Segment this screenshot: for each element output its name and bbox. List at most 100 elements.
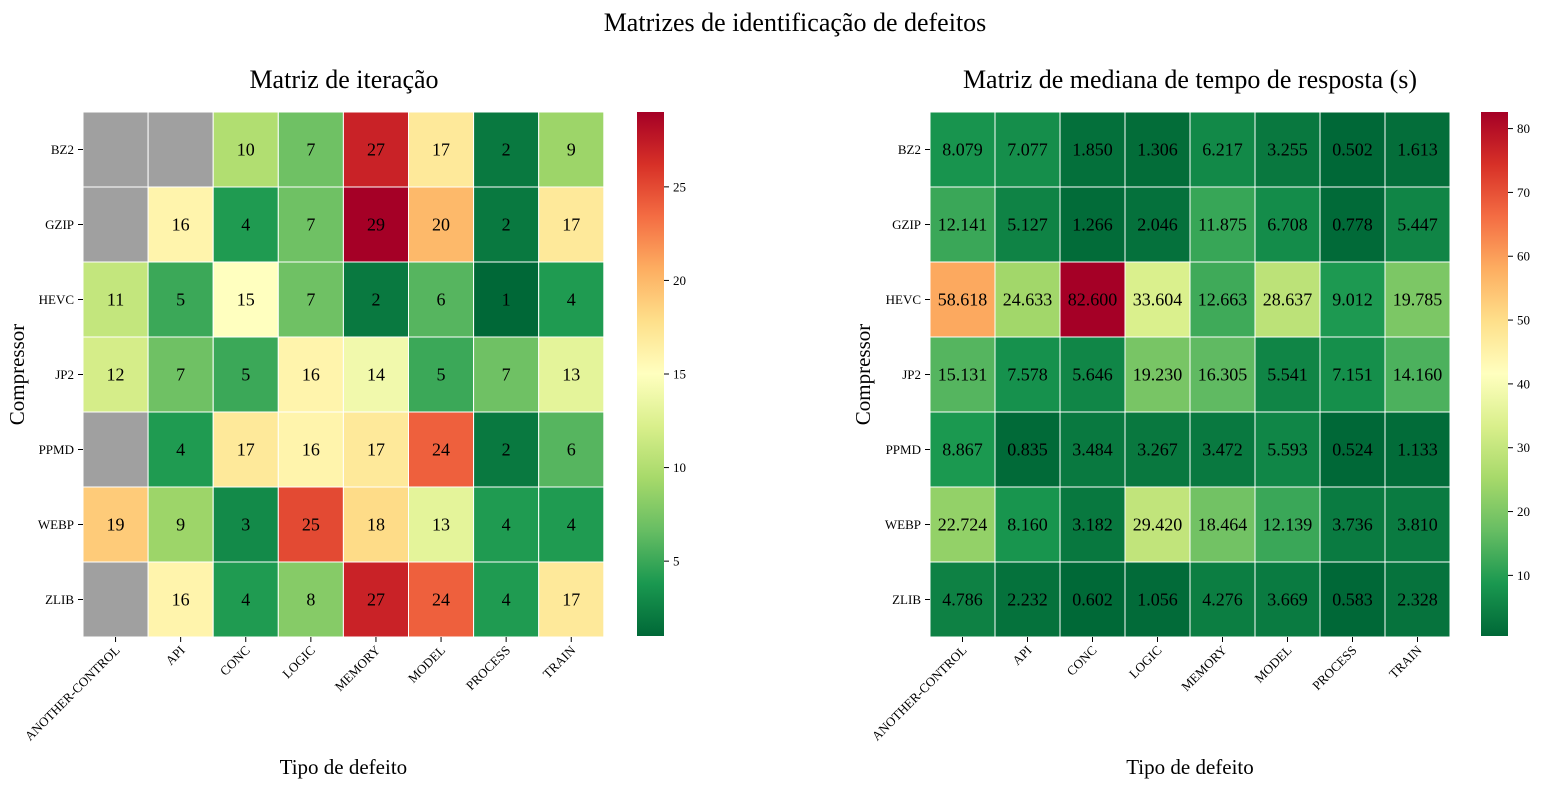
x-tick-label: TRAIN: [540, 642, 579, 681]
cell-value-label: 2: [502, 215, 511, 235]
cell-value-label: 3.267: [1137, 440, 1178, 460]
cell-value-label: 6: [437, 290, 446, 310]
x-tick-label: ANOTHER-CONTROL: [22, 642, 123, 743]
heatmap-cell: [1319, 186, 1386, 263]
heatmap-cell: [1319, 486, 1386, 563]
cell-value-label: 5: [241, 365, 250, 385]
heatmap-cell: [277, 111, 344, 188]
heatmap-cell: [82, 186, 149, 263]
cell-value-label: 3.484: [1072, 440, 1113, 460]
cell-value-label: 12.139: [1263, 515, 1313, 535]
cell-value-label: 2.328: [1397, 590, 1438, 610]
heatmap-cell: [929, 486, 996, 563]
colorbar-tick-label: 25: [673, 179, 686, 194]
cell-value-label: 12.663: [1198, 290, 1248, 310]
cell-value-label: 4.786: [942, 590, 983, 610]
heatmap-cell: [473, 336, 540, 413]
y-tick-label: WEBP: [38, 517, 74, 532]
heatmap-cell: [538, 336, 605, 413]
heatmap-cell: [1319, 411, 1386, 488]
x-tick-label: ANOTHER-CONTROL: [869, 642, 970, 743]
cell-value-label: 29: [367, 215, 385, 235]
heatmap-response-time: Matriz de mediana de tempo de resposta (…: [851, 65, 1530, 779]
heatmap-cell: [538, 261, 605, 338]
heatmap-cell: [1189, 336, 1256, 413]
heatmap-cell: [1059, 186, 1126, 263]
heatmap-cell: [1384, 411, 1451, 488]
heatmap-cell: [1189, 261, 1256, 338]
cell-value-label: 1.306: [1137, 140, 1178, 160]
y-tick-label: ZLIB: [892, 592, 921, 607]
cell-value-label: 4: [502, 515, 511, 535]
cell-value-label: 1.056: [1137, 590, 1178, 610]
x-tick-label: MODEL: [1251, 642, 1294, 685]
cell-value-label: 1.133: [1397, 440, 1438, 460]
cell-value-label: 0.778: [1332, 215, 1373, 235]
cell-value-label: 2.232: [1007, 590, 1048, 610]
cell-value-label: 0.602: [1072, 590, 1113, 610]
heatmap-cell: [1254, 186, 1321, 263]
colorbar-tick-label: 60: [1517, 249, 1530, 264]
colorbar: [637, 112, 664, 636]
cell-value-label: 9: [176, 515, 185, 535]
heatmap-cell: [1384, 561, 1451, 638]
heatmap-cell: [408, 486, 475, 563]
chart-title: Matriz de mediana de tempo de resposta (…: [963, 65, 1417, 94]
heatmap-cell: [994, 186, 1061, 263]
suptitle: Matrizes de identificação de defeitos: [604, 8, 987, 37]
colorbar-tick-label: 20: [673, 273, 686, 288]
cell-value-label: 17: [367, 440, 385, 460]
heatmap-cell: [147, 561, 214, 638]
x-tick-label: API: [162, 643, 187, 668]
heatmap-cell: [473, 261, 540, 338]
cell-value-label: 15: [237, 290, 255, 310]
cell-value-label: 3: [241, 515, 250, 535]
cell-value-label: 1.266: [1072, 215, 1113, 235]
y-tick-label: BZ2: [898, 142, 921, 157]
cell-value-label: 16: [172, 590, 190, 610]
heatmap-cell: [408, 261, 475, 338]
colorbar-tick-label: 20: [1517, 504, 1530, 519]
cell-value-label: 3.472: [1202, 440, 1243, 460]
heatmap-cell: [473, 411, 540, 488]
y-tick-label: GZIP: [45, 217, 74, 232]
cell-value-label: 4.276: [1202, 590, 1243, 610]
heatmap-cell: [994, 111, 1061, 188]
cell-value-label: 4: [176, 440, 185, 460]
cell-value-label: 3.182: [1072, 515, 1113, 535]
cell-value-label: 19: [107, 515, 125, 535]
x-tick-label: TRAIN: [1386, 642, 1425, 681]
y-tick-label: HEVC: [886, 292, 921, 307]
heatmap-cell: [82, 411, 149, 488]
heatmap-cell: [1124, 186, 1191, 263]
heatmap-cell: [1319, 336, 1386, 413]
heatmap-cell: [82, 336, 149, 413]
cell-value-label: 25: [302, 515, 320, 535]
heatmap-cell: [994, 561, 1061, 638]
colorbar-tick-label: 70: [1517, 185, 1530, 200]
x-tick-label: MODEL: [405, 642, 448, 685]
cell-value-label: 12: [107, 365, 125, 385]
cell-value-label: 0.502: [1332, 140, 1373, 160]
heatmap-cell: [408, 561, 475, 638]
colorbar-tick-label: 30: [1517, 440, 1530, 455]
cell-value-label: 5.593: [1267, 440, 1308, 460]
cell-value-label: 5.646: [1072, 365, 1113, 385]
cell-value-label: 1: [502, 290, 511, 310]
heatmap-cell: [212, 186, 279, 263]
heatmap-cell: [1124, 261, 1191, 338]
cell-value-label: 7: [176, 365, 185, 385]
x-tick-label: PROCESS: [1309, 643, 1359, 693]
heatmap-cell: [277, 486, 344, 563]
heatmap-cell: [538, 411, 605, 488]
cell-value-label: 24: [432, 440, 450, 460]
heatmap-cell: [342, 186, 409, 263]
cell-value-label: 14: [367, 365, 385, 385]
colorbar-tick-label: 80: [1517, 121, 1530, 136]
cell-value-label: 6.217: [1202, 140, 1243, 160]
y-axis-label: Compressor: [5, 324, 29, 426]
cell-value-label: 14.160: [1393, 365, 1443, 385]
cell-value-label: 17: [432, 140, 450, 160]
cell-value-label: 58.618: [938, 290, 988, 310]
cell-value-label: 29.420: [1133, 515, 1183, 535]
